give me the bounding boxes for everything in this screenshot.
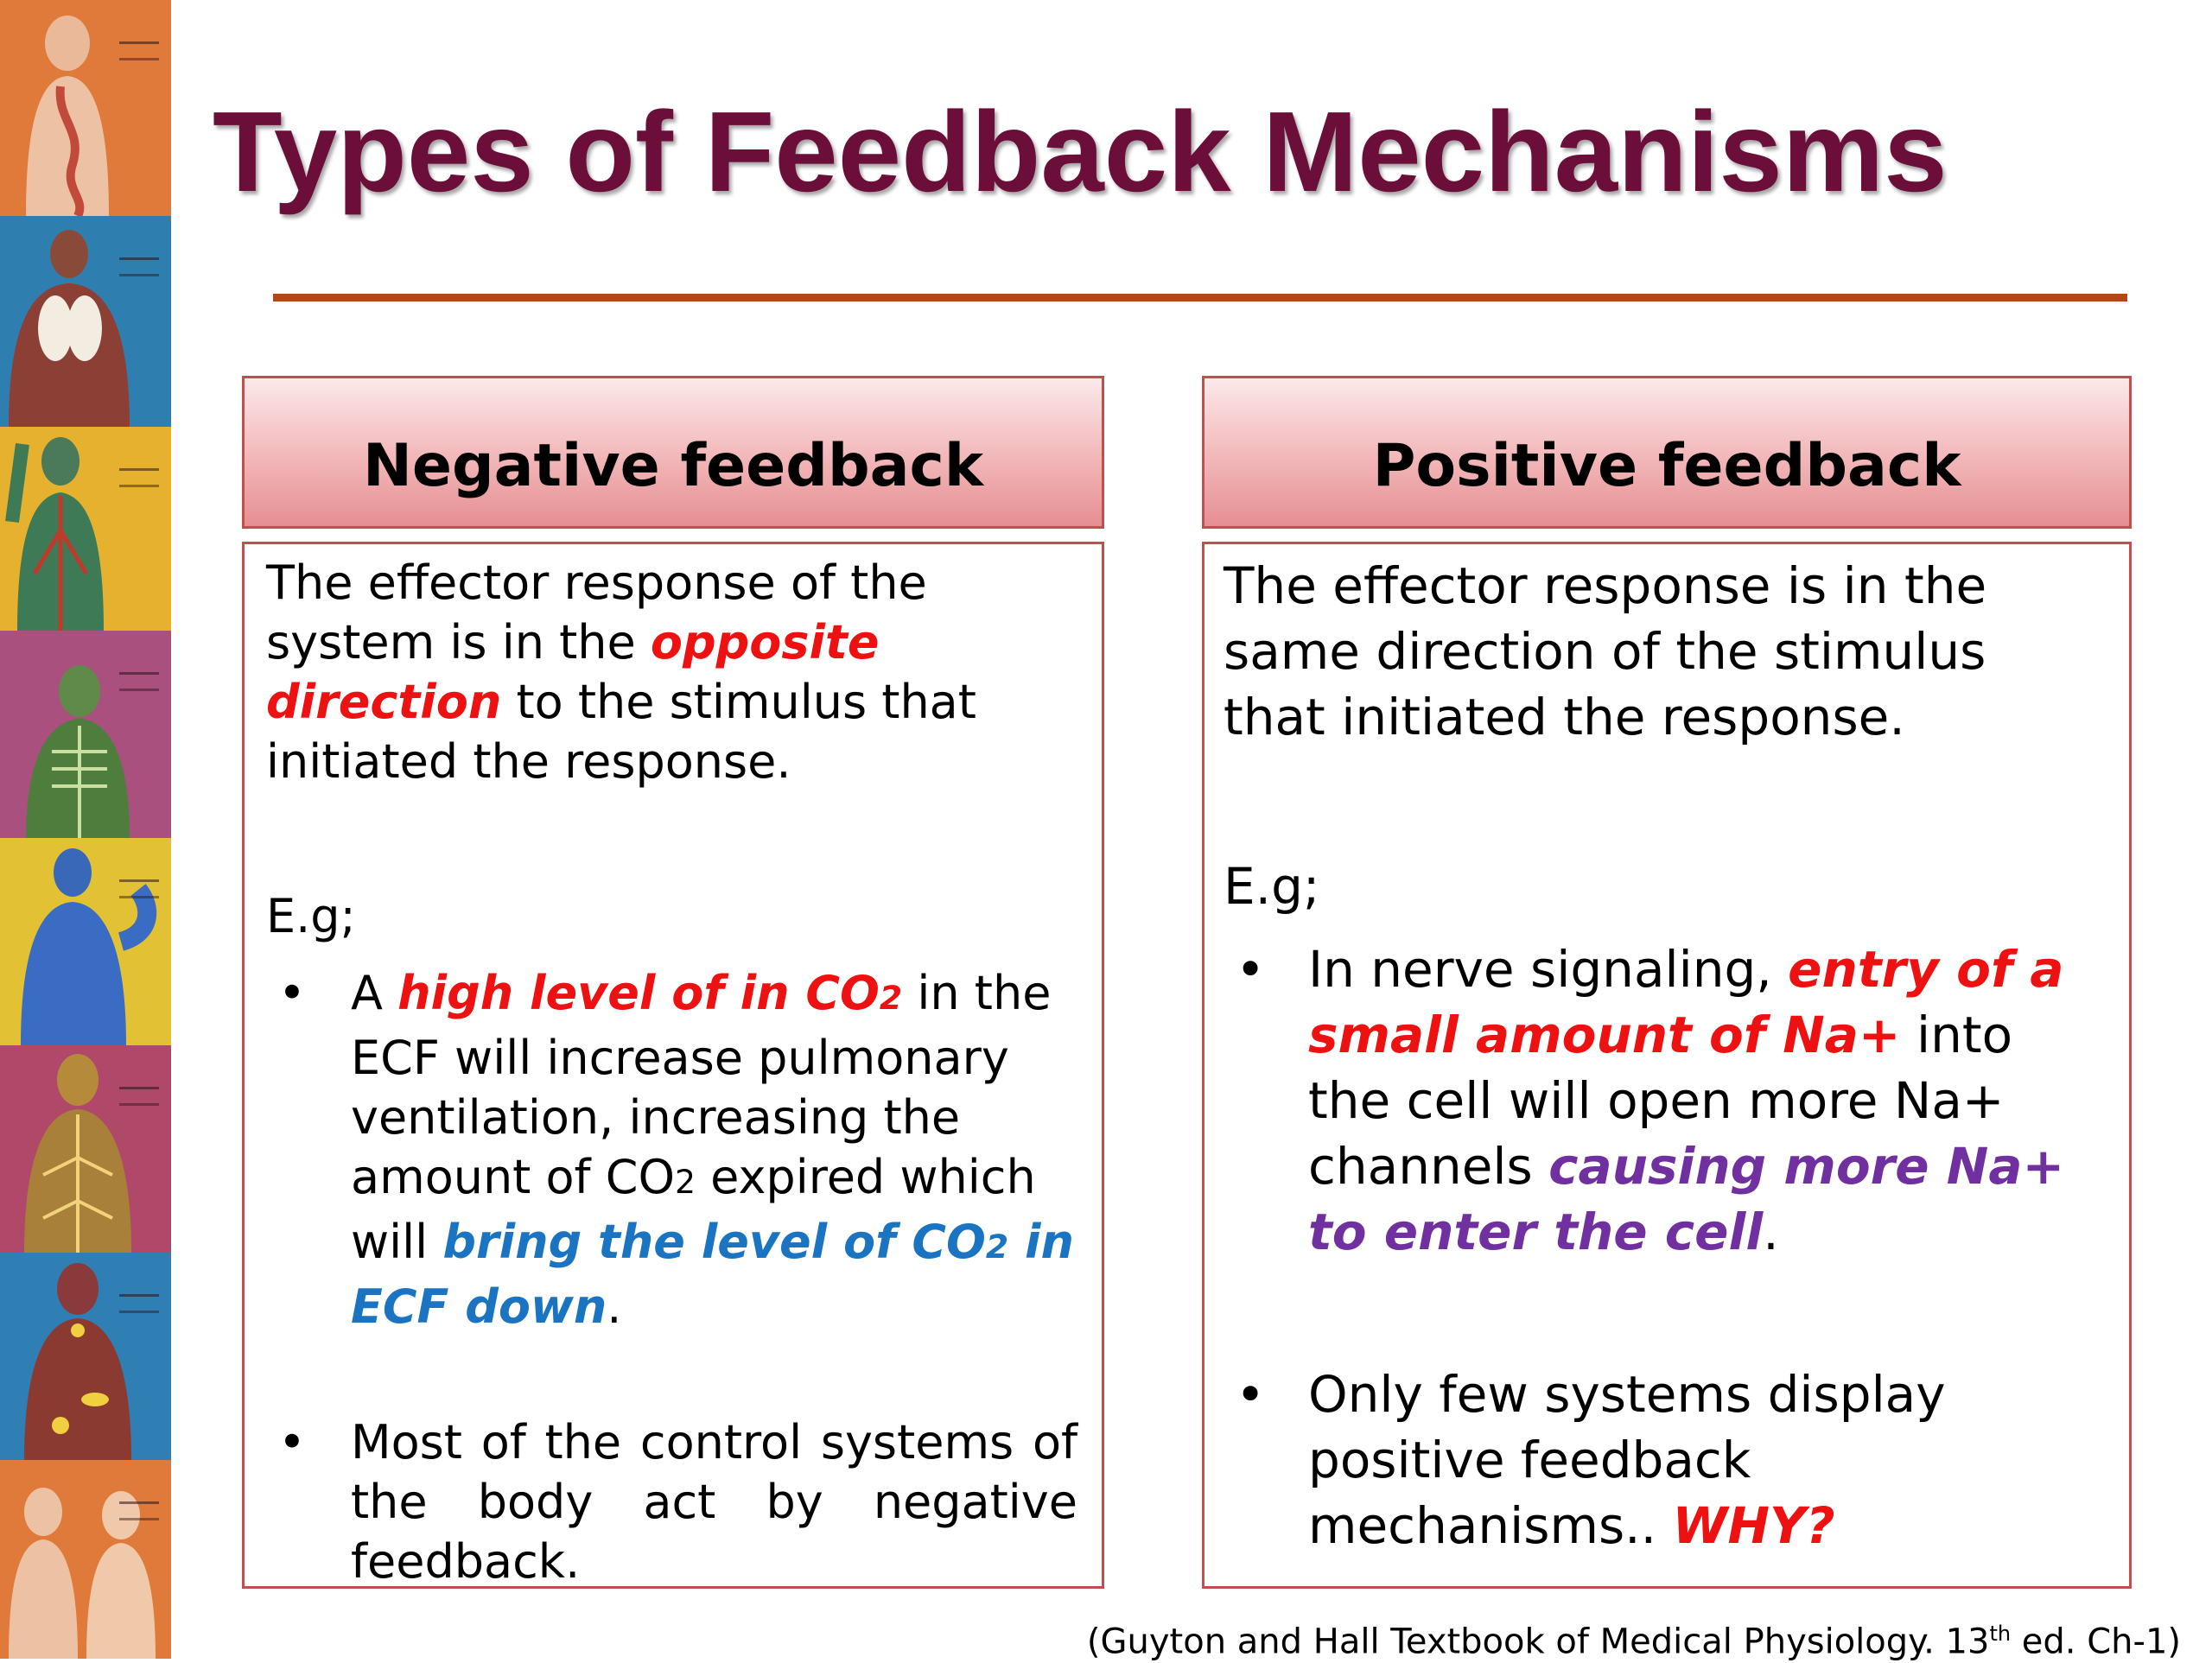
negative-definition-text: The effector response of the system is i… (266, 555, 927, 670)
skeletal-system-figure (0, 631, 171, 838)
slide-title: Types of Feedback Mechanisms (213, 88, 1948, 215)
muscular-system-figure (0, 838, 171, 1045)
positive-feedback-header: Positive feedback (1202, 376, 2132, 529)
period: . (1763, 1203, 1779, 1261)
reproductive-system-figure (0, 1460, 171, 1659)
control-systems-text: Most of the control systems of the body … (351, 1415, 1077, 1589)
title-divider (273, 294, 2127, 301)
negative-example-label: E.g; (266, 889, 356, 943)
body-systems-image-strip (0, 0, 171, 1659)
opposite-direction-highlight: opposite direction (266, 615, 880, 729)
negative-definition-text-end: to the stimulus that initiated the respo… (266, 675, 976, 789)
period: . (607, 1279, 622, 1334)
positive-feedback-heading: Positive feedback (1372, 432, 1961, 500)
negative-feedback-box: The effector response of the system is i… (242, 542, 1104, 1589)
few-systems-text: Only few systems display positive feedba… (1308, 1365, 1946, 1555)
high-co2-highlight: high level of in CO2 (397, 966, 902, 1020)
positive-example-label: E.g; (1224, 857, 1320, 916)
co2-subscript: 2 (985, 1228, 1009, 1266)
negative-feedback-heading: Negative feedback (362, 432, 984, 500)
citation-text-end: ed. Ch-1) (2011, 1622, 2181, 1662)
citation-text: (Guyton and Hall Textbook of Medical Phy… (1086, 1622, 1990, 1662)
negative-example-co2: • A high level of in CO2 in the ECF will… (266, 963, 1077, 1336)
negative-definition: The effector response of the system is i… (266, 553, 1077, 791)
sodium-entry-highlight: entry of a small amount of Na+ (1308, 940, 2064, 1064)
bullet: • (1236, 1365, 1266, 1424)
bullet: • (278, 966, 306, 1020)
bullet: • (278, 1415, 306, 1469)
co2-text-start: A (351, 966, 398, 1020)
high-co2-text: high level of in CO (397, 966, 880, 1020)
in-ecf-down-text: in ECF down (351, 1215, 1074, 1334)
why-highlight: WHY? (1672, 1496, 1835, 1555)
nerve-text-middle: into the cell will open more Na+ channel… (1308, 1006, 2013, 1196)
co2-subscript: 2 (674, 1163, 696, 1201)
citation-superscript: th (1989, 1622, 2012, 1646)
co2-text-expired: expired which will (351, 1150, 1036, 1269)
negative-feedback-header: Negative feedback (242, 376, 1104, 529)
digestive-system-figure (0, 0, 171, 216)
negative-example-control-systems: • Most of the control systems of the bod… (266, 1412, 1077, 1591)
positive-example-nerve-signaling: • In nerve signaling, entry of a small a… (1224, 936, 2103, 1265)
bring-co2-down-highlight: bring the level of CO2 in ECF down (351, 1215, 1074, 1334)
positive-definition: The effector response is in the same dir… (1224, 556, 1987, 746)
respiratory-system-figure (0, 216, 171, 427)
more-sodium-highlight: causing more Na+ to enter the cell (1308, 1137, 2065, 1261)
positive-example-few-systems: • Only few systems display positive feed… (1224, 1362, 2103, 1558)
circulatory-system-figure (0, 427, 171, 631)
positive-feedback-box: The effector response is in the same dir… (1202, 542, 2132, 1589)
endocrine-system-figure (0, 1253, 171, 1460)
bullet: • (1236, 940, 1266, 999)
nervous-system-figure (0, 1045, 171, 1253)
co2-subscript: 2 (879, 979, 903, 1017)
source-citation: (Guyton and Hall Textbook of Medical Phy… (1087, 1612, 2181, 1663)
co2-text-middle: in the ECF will increase pulmonary venti… (351, 966, 1052, 1204)
nerve-text-start: In nerve signaling, (1308, 940, 1789, 999)
bring-co2-text: bring the level of CO (442, 1215, 986, 1269)
